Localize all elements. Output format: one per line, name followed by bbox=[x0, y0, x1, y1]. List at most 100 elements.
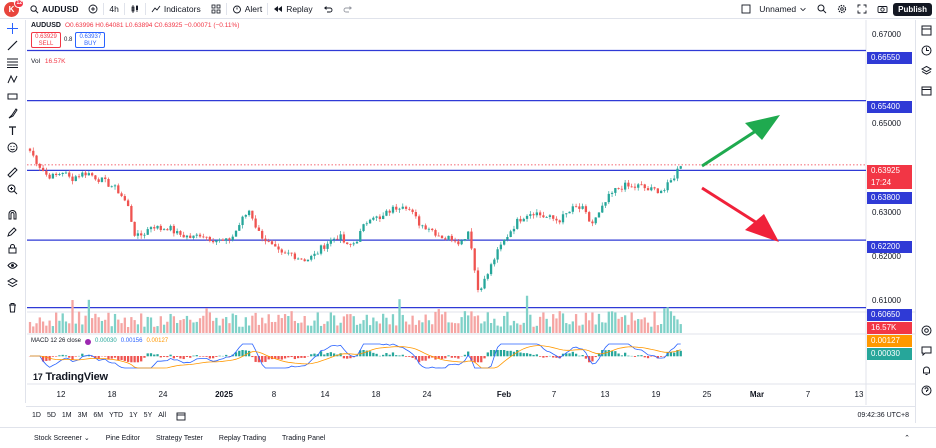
quick-search-button[interactable] bbox=[812, 0, 832, 19]
watchlist-button[interactable] bbox=[916, 20, 936, 40]
tab-pine-editor[interactable]: Pine Editor bbox=[105, 434, 140, 442]
layers-panel-button[interactable] bbox=[916, 60, 936, 80]
goto-date-icon[interactable] bbox=[176, 411, 186, 421]
macd-histogram-bar bbox=[499, 350, 503, 357]
up-arrow-head bbox=[745, 115, 780, 140]
level-label[interactable]: 0.63800 bbox=[867, 192, 912, 204]
last-price-label: 0.63925 bbox=[867, 165, 912, 177]
candle-body bbox=[71, 176, 74, 182]
volume-bar bbox=[146, 316, 149, 333]
right-sidebar bbox=[915, 20, 936, 423]
hide-drawings-tool[interactable] bbox=[0, 257, 26, 274]
range-all[interactable]: All bbox=[158, 412, 167, 419]
prediction-tool[interactable] bbox=[0, 88, 26, 105]
macd-histogram-bar bbox=[391, 352, 395, 357]
tab-strategy-tester[interactable]: Strategy Tester bbox=[155, 434, 203, 442]
redo-button[interactable] bbox=[338, 0, 358, 19]
notifications-button[interactable] bbox=[916, 360, 936, 380]
help-button[interactable] bbox=[916, 380, 936, 400]
candle-body bbox=[561, 214, 565, 223]
collapse-panel-button[interactable]: ⌃ bbox=[904, 435, 910, 442]
macd-histogram-bar bbox=[45, 356, 48, 361]
candle-body bbox=[535, 212, 538, 216]
trend-line-tool[interactable] bbox=[0, 37, 26, 54]
user-avatar[interactable]: K 12 bbox=[4, 0, 24, 17]
timezone-clock[interactable]: 09:42:36 UTC+8 bbox=[857, 412, 909, 419]
macd-histogram-bar bbox=[614, 351, 617, 357]
magnet-tool[interactable] bbox=[0, 206, 26, 223]
buy-button[interactable]: 0.63937 BUY bbox=[75, 32, 106, 48]
compare-symbol-button[interactable] bbox=[83, 0, 103, 19]
level-label[interactable]: 0.62200 bbox=[867, 241, 912, 253]
macd-histogram-bar bbox=[251, 356, 254, 358]
snapshot-button[interactable] bbox=[872, 0, 893, 19]
time-tick: 24 bbox=[158, 390, 168, 399]
macd-histogram-bar bbox=[503, 350, 506, 357]
target-icon bbox=[921, 325, 931, 335]
pattern-tool[interactable] bbox=[0, 71, 26, 88]
brush-tool[interactable] bbox=[0, 105, 26, 122]
tab-replay-trading[interactable]: Replay Trading bbox=[218, 434, 266, 442]
alert-button[interactable]: Alert bbox=[227, 0, 267, 19]
gear-icon bbox=[838, 4, 847, 14]
interval-button[interactable]: 4h bbox=[104, 0, 123, 19]
macd-signal-line bbox=[30, 345, 681, 369]
range-1d[interactable]: 1D bbox=[32, 412, 41, 419]
templates-button[interactable] bbox=[206, 0, 226, 19]
text-tool[interactable] bbox=[0, 122, 26, 139]
indicators-button[interactable]: Indicators bbox=[146, 0, 206, 19]
fullscreen-button[interactable] bbox=[852, 0, 872, 19]
macd-histogram-bar bbox=[496, 350, 499, 357]
range-6m[interactable]: 6M bbox=[93, 412, 104, 419]
range-3m[interactable]: 3M bbox=[77, 412, 88, 419]
volume-bar bbox=[532, 326, 535, 333]
publish-button[interactable]: Publish bbox=[893, 2, 932, 16]
remove-drawings-tool[interactable] bbox=[0, 299, 26, 316]
chart-type-button[interactable] bbox=[125, 0, 145, 19]
zoom-tool[interactable] bbox=[0, 181, 26, 198]
calendar-button[interactable] bbox=[916, 80, 936, 100]
range-ytd[interactable]: YTD bbox=[109, 412, 124, 419]
level-label[interactable]: 0.66550 bbox=[867, 52, 912, 64]
level-label[interactable]: 0.65400 bbox=[867, 101, 912, 113]
alerts-panel-button[interactable] bbox=[916, 40, 936, 60]
icon-tool[interactable] bbox=[0, 139, 26, 156]
lock-drawings-tool[interactable] bbox=[0, 240, 26, 257]
volume-bar bbox=[597, 313, 601, 333]
range-1m[interactable]: 1M bbox=[61, 412, 72, 419]
macd-histogram-bar bbox=[382, 354, 385, 357]
fib-tool[interactable] bbox=[0, 54, 26, 71]
candle-body bbox=[221, 239, 225, 241]
volume-bar bbox=[136, 324, 140, 333]
measure-tool[interactable] bbox=[0, 164, 26, 181]
sidebar-spacer bbox=[916, 100, 936, 320]
chat-button[interactable] bbox=[916, 340, 936, 360]
level-label[interactable]: 0.60650 bbox=[867, 309, 912, 321]
volume-bar bbox=[61, 313, 64, 333]
sell-button[interactable]: 0.63929 SELL bbox=[31, 32, 61, 48]
target-button[interactable] bbox=[916, 320, 936, 340]
tab-stock-screener[interactable]: Stock Screener ⌄ bbox=[34, 434, 90, 442]
replay-button[interactable]: Replay bbox=[268, 0, 317, 19]
volume-bar bbox=[238, 326, 241, 333]
candle-body bbox=[444, 238, 447, 240]
spread-value: 0.8 bbox=[64, 37, 73, 43]
crosshair-tool[interactable] bbox=[0, 20, 26, 37]
undo-button[interactable] bbox=[318, 0, 338, 19]
settings-button[interactable] bbox=[832, 0, 852, 19]
candle-body bbox=[434, 230, 437, 236]
candle-body bbox=[473, 248, 476, 271]
stay-drawing-tool[interactable] bbox=[0, 223, 26, 240]
range-5y[interactable]: 5Y bbox=[143, 412, 153, 419]
layout-menu-button[interactable]: Unnamed bbox=[736, 0, 812, 19]
range-5d[interactable]: 5D bbox=[46, 412, 56, 419]
volume-bar bbox=[339, 322, 342, 333]
volume-bar bbox=[414, 324, 418, 333]
time-tick: 7 bbox=[551, 390, 557, 399]
candle-body bbox=[208, 236, 211, 242]
object-tree-tool[interactable] bbox=[0, 274, 26, 291]
symbol-search-button[interactable]: AUDUSD bbox=[25, 0, 83, 19]
range-1y[interactable]: 1Y bbox=[129, 412, 138, 419]
tab-trading-panel[interactable]: Trading Panel bbox=[281, 434, 326, 442]
